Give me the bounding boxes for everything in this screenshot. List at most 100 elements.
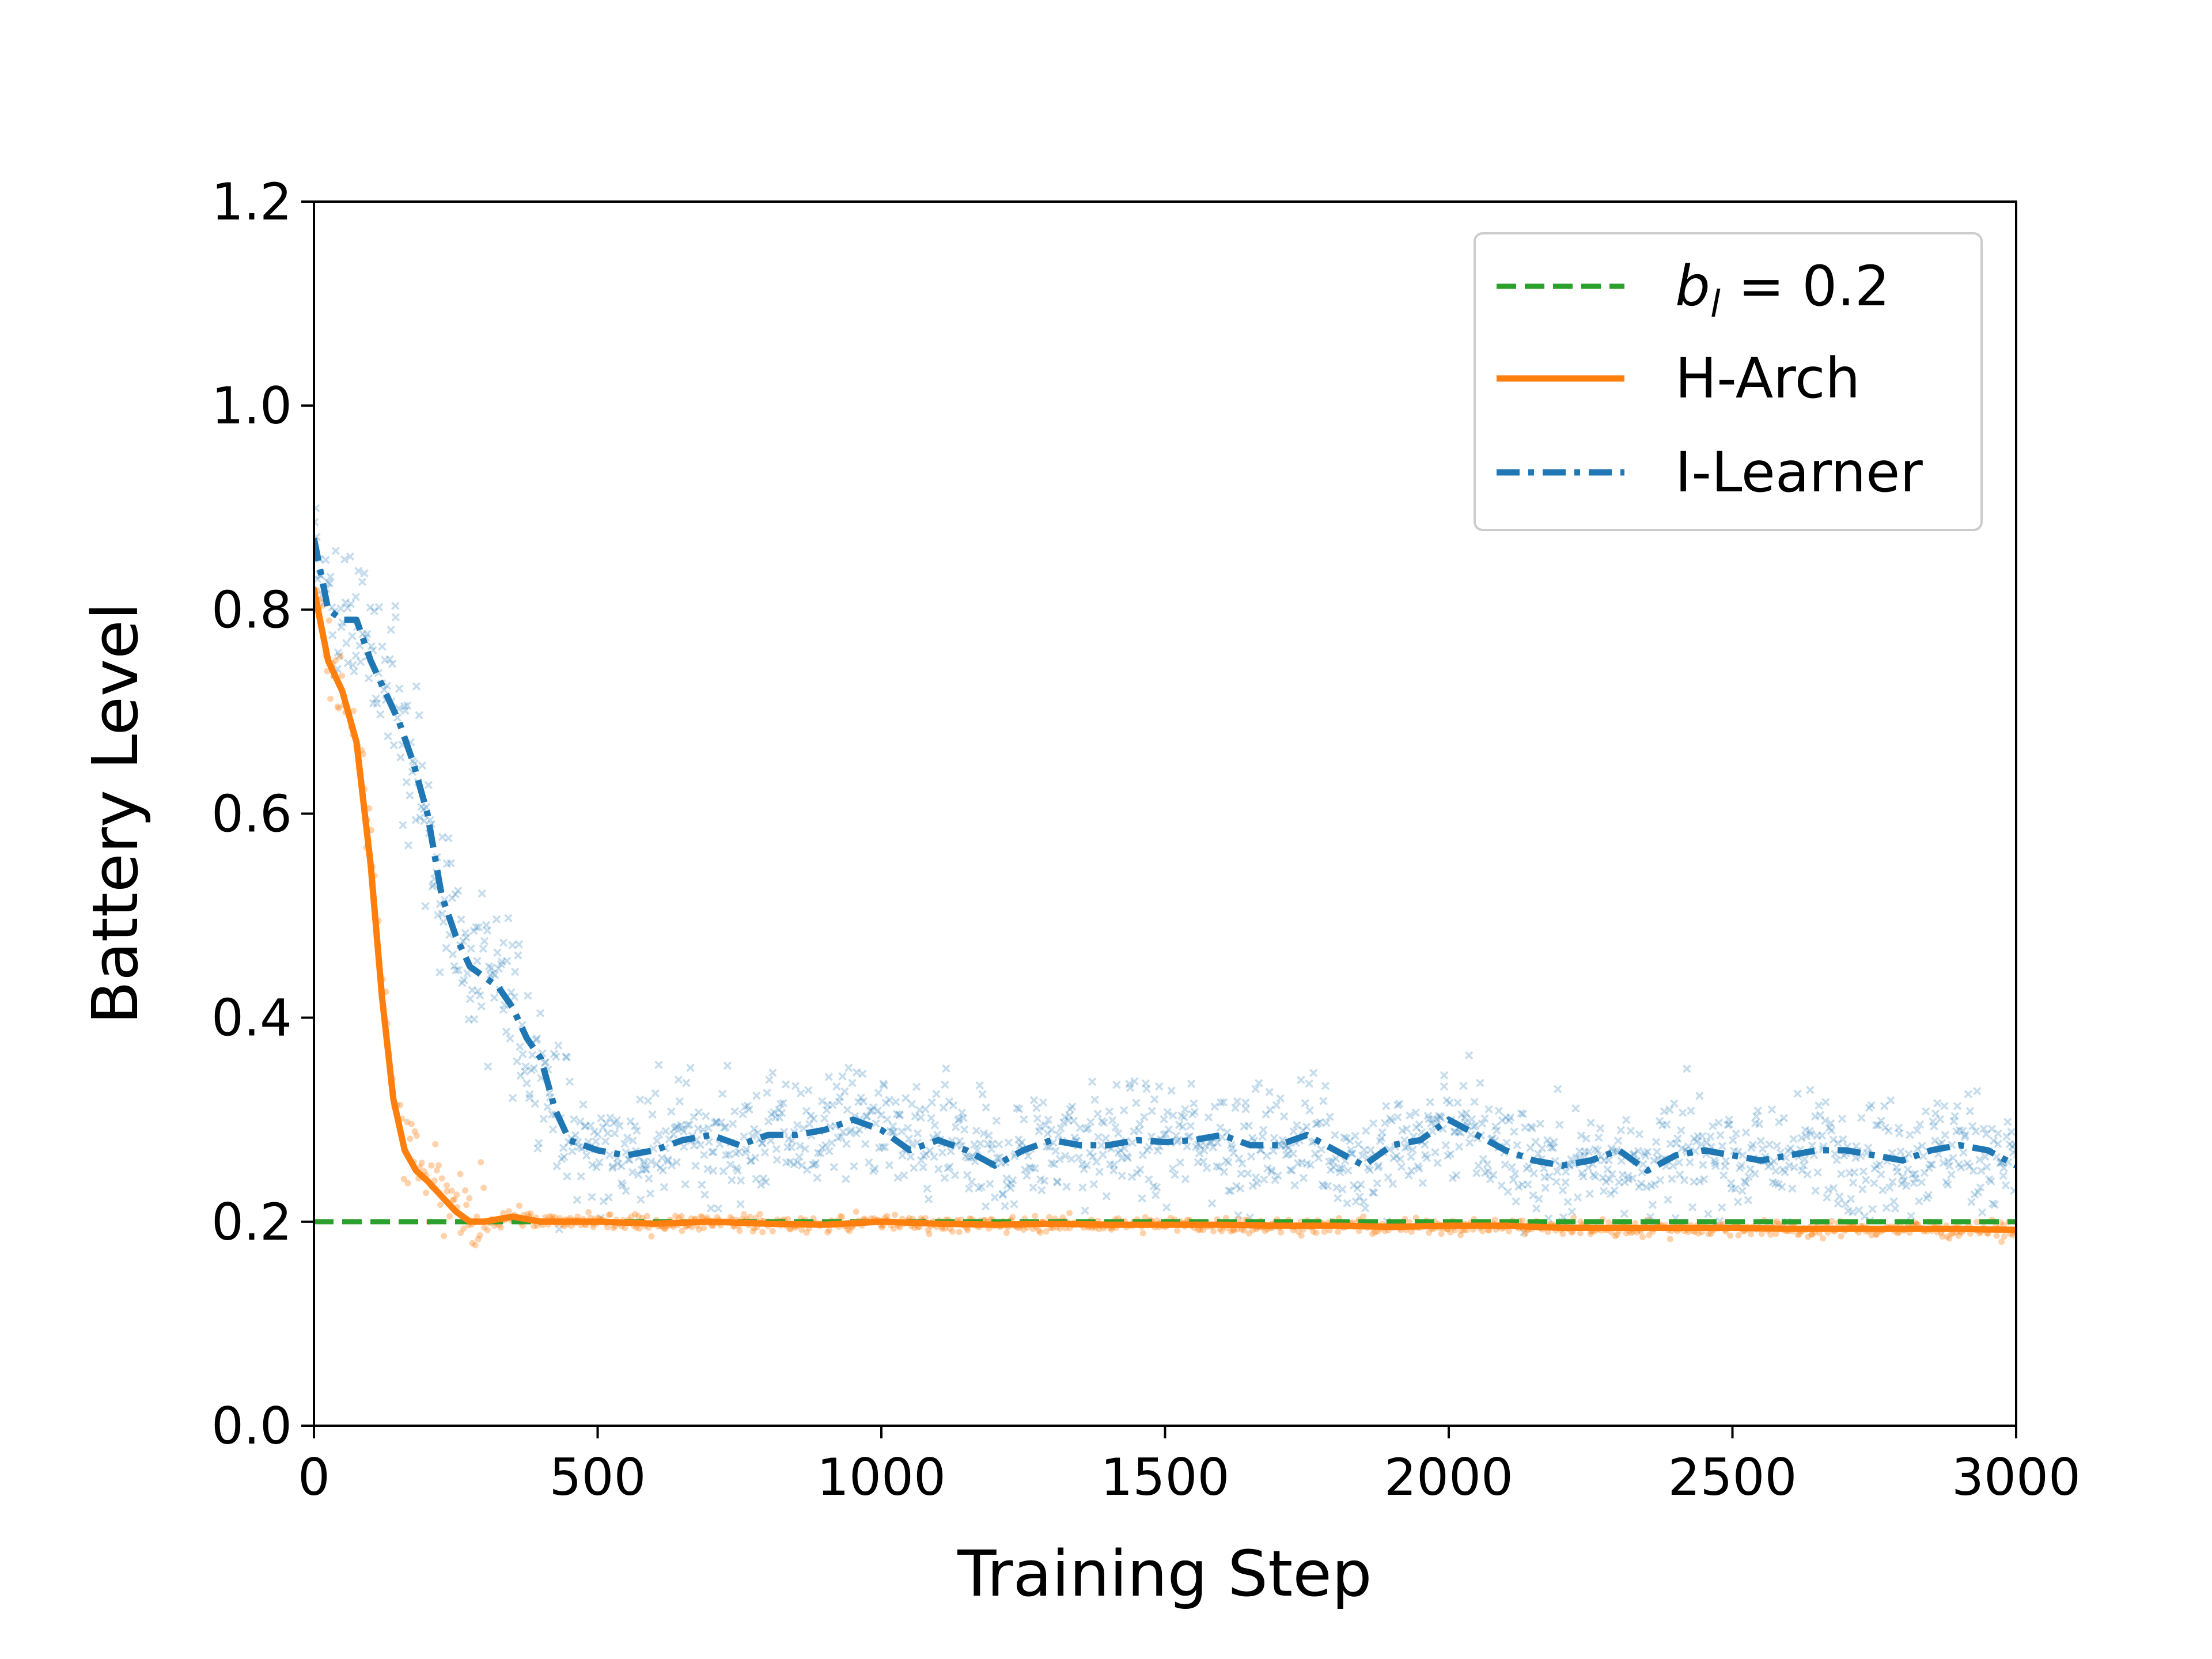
ilearner-point [673, 1122, 682, 1131]
harch-point [1313, 1229, 1320, 1236]
ilearner-point [1442, 1096, 1451, 1105]
ilearner-point [904, 1134, 914, 1143]
ilearner-point [1161, 1130, 1171, 1138]
ilearner-point [1325, 1157, 1334, 1166]
ilearner-point [886, 1127, 895, 1135]
ilearner-point [1673, 1134, 1682, 1143]
ilearner-point [520, 1067, 529, 1076]
ilearner-point [1351, 1197, 1361, 1206]
ilearner-point [1837, 1169, 1846, 1179]
ilearner-point [710, 1118, 719, 1127]
ilearner-point [1968, 1122, 1977, 1131]
ilearner-point [1988, 1199, 1997, 1208]
harch-point [1035, 1227, 1042, 1234]
ilearner-point [1971, 1127, 1980, 1136]
ilearner-point [1069, 1116, 1078, 1125]
ilearner-point [1125, 1080, 1134, 1088]
ilearner-point [1868, 1205, 1877, 1214]
ilearner-point [1704, 1210, 1713, 1218]
ilearner-point [1718, 1142, 1727, 1150]
ilearner-point [1029, 1096, 1039, 1105]
ilearner-point [982, 1103, 991, 1112]
ilearner-point [1483, 1160, 1492, 1169]
ilearner-point [802, 1107, 811, 1115]
ilearner-point [888, 1122, 897, 1131]
harch-point [400, 1176, 407, 1183]
ilearner-point [1141, 1079, 1150, 1088]
harch-point [527, 1210, 534, 1217]
ilearner-point [1620, 1209, 1628, 1218]
ilearner-point [1433, 1115, 1441, 1124]
ilearner-point [1014, 1104, 1024, 1113]
ilearner-point [1289, 1149, 1298, 1158]
ilearner-point [1450, 1127, 1459, 1137]
ilearner-point [869, 1166, 878, 1176]
ilearner-point [1460, 1113, 1469, 1122]
harch-point [407, 1135, 414, 1142]
harch-point [1196, 1226, 1203, 1233]
harch-point [457, 1171, 464, 1177]
ilearner-point [1779, 1113, 1789, 1123]
ilearner-point [955, 1115, 964, 1123]
harch-point [826, 1227, 833, 1234]
ilearner-point [1347, 1149, 1356, 1158]
ilearner-point [740, 1132, 748, 1141]
ilearner-point [507, 988, 516, 997]
ilearner-point [406, 791, 414, 800]
ilearner-point [404, 841, 413, 850]
ilearner-point [1731, 1184, 1740, 1193]
ilearner-point [1584, 1147, 1593, 1156]
ilearner-point [1200, 1146, 1209, 1155]
ilearner-point [1232, 1181, 1241, 1191]
harch-point [956, 1229, 963, 1236]
ilearner-point [768, 1068, 777, 1077]
ilearner-point [1699, 1161, 1707, 1169]
ilearner-point [642, 1165, 651, 1174]
ilearner-point [1514, 1182, 1523, 1191]
ilearner-point [1634, 1146, 1643, 1156]
ilearner-point [1462, 1109, 1471, 1118]
ilearner-point [592, 1137, 600, 1146]
series-lines [314, 537, 2016, 1233]
ilearner-point [1652, 1138, 1661, 1146]
ilearner-point [477, 1002, 486, 1011]
ilearner-point [435, 968, 444, 977]
ilearner-point [1528, 1124, 1536, 1132]
harch-point [1408, 1228, 1415, 1235]
ilearner-point [1589, 1171, 1598, 1179]
harch-point [678, 1213, 685, 1219]
ilearner-point [1031, 1164, 1039, 1173]
ilearner-point [881, 1099, 891, 1107]
ilearner-point [1326, 1165, 1335, 1175]
harch-point [844, 1226, 851, 1233]
ilearner-point [970, 1140, 979, 1149]
ilearner-point [1122, 1152, 1131, 1161]
ilearner-point [1716, 1131, 1725, 1139]
harch-point [428, 1162, 435, 1169]
ilearner-point [1664, 1195, 1672, 1204]
ilearner-point [1845, 1169, 1854, 1177]
ilearner-point [1949, 1153, 1957, 1162]
ilearner-point [690, 1112, 698, 1122]
ilearner-point [889, 1128, 899, 1137]
harch-point [444, 1188, 450, 1195]
ilearner-point [1497, 1181, 1506, 1190]
ilearner-point [1590, 1172, 1600, 1181]
ilearner-point [366, 603, 375, 612]
ilearner-point [1711, 1158, 1719, 1168]
ilearner-point [1143, 1146, 1152, 1154]
ilearner-point [1501, 1160, 1510, 1169]
ilearner-point [911, 1112, 920, 1121]
ilearner-point [1974, 1188, 1983, 1197]
ilearner-point [1906, 1130, 1914, 1139]
harch-point [837, 1213, 844, 1220]
ilearner-point [938, 1148, 947, 1157]
ilearner-point [1236, 1184, 1245, 1193]
ilearner-point [1418, 1179, 1427, 1188]
harch-point [480, 1184, 487, 1191]
ilearner-point [1139, 1112, 1149, 1122]
ilearner-point [667, 1107, 676, 1116]
harch-point [727, 1214, 734, 1221]
ilearner-point [839, 1127, 847, 1137]
ilearner-point [730, 1107, 739, 1116]
